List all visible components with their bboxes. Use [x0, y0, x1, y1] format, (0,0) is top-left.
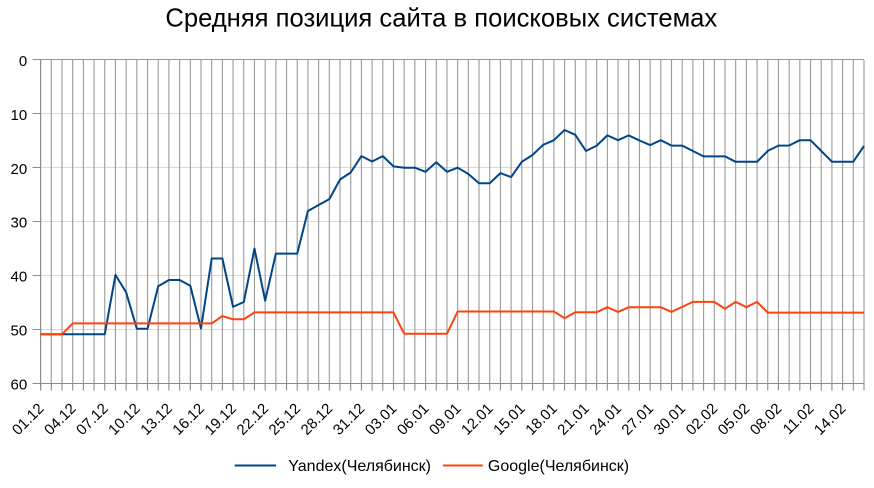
- svg-text:Yandex(Челябинск): Yandex(Челябинск): [288, 458, 431, 475]
- svg-text:60: 60: [11, 376, 28, 393]
- svg-text:40: 40: [11, 269, 28, 286]
- svg-text:30: 30: [11, 215, 28, 232]
- svg-text:0: 0: [19, 53, 27, 70]
- svg-text:20: 20: [11, 161, 28, 178]
- svg-text:Средняя позиция сайта в поиско: Средняя позиция сайта в поисковых систем…: [165, 5, 717, 33]
- svg-text:10: 10: [11, 107, 28, 124]
- svg-text:50: 50: [11, 322, 28, 339]
- svg-text:Google(Челябинск): Google(Челябинск): [488, 458, 629, 475]
